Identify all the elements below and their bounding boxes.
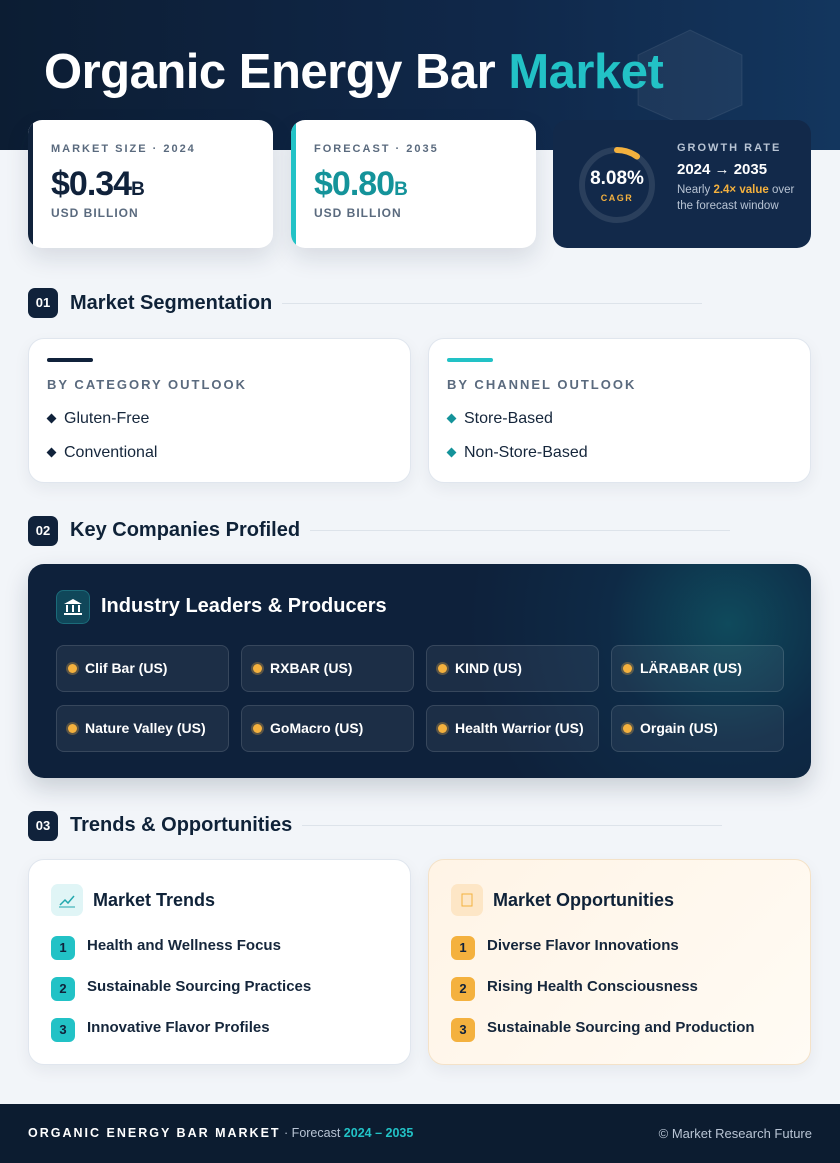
growth-note: Nearly 2.4× value over the forecast wind… (677, 182, 797, 214)
hexagon-decor (637, 29, 743, 128)
note-highlight: 2.4× value (713, 184, 769, 196)
company-chip: GoMacro (US) (241, 705, 414, 752)
section-number: 02 (28, 516, 58, 546)
segment-item: Gluten-Free (64, 410, 150, 427)
item-number: 1 (51, 936, 75, 960)
company-chip: Clif Bar (US) (56, 645, 229, 692)
note-text: Nearly (677, 184, 711, 196)
growth-card: 8.08% CAGR GROWTH RATE 2024 → 2035 Nearl… (553, 120, 811, 248)
footer-credit: © Market Research Future (658, 1126, 812, 1141)
growth-label: GROWTH RATE (677, 142, 782, 154)
opportunity-item: Rising Health Consciousness (487, 978, 698, 995)
trend-item: Innovative Flavor Profiles (87, 1019, 270, 1036)
card-title: Market Opportunities (493, 890, 675, 910)
item-number: 1 (451, 936, 475, 960)
opportunity-item: Sustainable Sourcing and Production (487, 1019, 755, 1036)
kpi-label: MARKET SIZE · 2024 (51, 143, 196, 155)
cagr-ring (579, 147, 655, 223)
kpi-unit: B (131, 179, 145, 200)
accent-bar (47, 358, 93, 362)
company-chip: Health Warrior (US) (426, 705, 599, 752)
companies-panel: Industry Leaders & Producers Clif Bar (U… (28, 564, 811, 778)
ring-value: 8.08% (590, 168, 644, 189)
footer-brand: ORGANIC ENERGY BAR MARKET (28, 1126, 281, 1140)
company-chip: KIND (US) (426, 645, 599, 692)
segment-card: BY CATEGORY OUTLOOK Gluten-Free Conventi… (28, 338, 411, 483)
footer-left: ORGANIC ENERGY BAR MARKET · Forecast 202… (28, 1126, 413, 1140)
kpi-value: $0.34B (51, 165, 145, 204)
kpi-sub: USD BILLION (51, 206, 139, 220)
kpi-value: $0.80B (314, 165, 408, 204)
item-number: 3 (451, 1018, 475, 1042)
segment-title: BY CATEGORY OUTLOOK (47, 377, 248, 392)
company-chip: LÄRABAR (US) (611, 645, 784, 692)
section-number: 03 (28, 811, 58, 841)
opportunity-item: Diverse Flavor Innovations (487, 937, 679, 954)
bullet (446, 447, 457, 458)
trend-item: Health and Wellness Focus (87, 937, 281, 954)
item-number: 2 (51, 977, 75, 1001)
divider (282, 303, 702, 304)
item-number: 2 (451, 977, 475, 1001)
footer-period: 2024 – 2035 (343, 1126, 414, 1140)
item-number: 3 (51, 1018, 75, 1042)
ring-label: CAGR (600, 193, 634, 203)
bank-icon (56, 590, 90, 624)
section-title: Key Companies Profiled (70, 519, 301, 541)
growth-period: 2024 → 2035 (677, 161, 768, 178)
segment-item: Conventional (64, 444, 158, 461)
bullet (446, 413, 457, 424)
segment-item: Store-Based (464, 410, 553, 427)
kpi-sub: USD BILLION (314, 206, 402, 220)
title-highlight: Market (508, 45, 664, 99)
title-main: Organic Energy Bar (44, 45, 496, 99)
section-title: Market Segmentation (70, 292, 273, 314)
section-title: Trends & Opportunities (70, 814, 293, 836)
kpi-card: MARKET SIZE · 2024 $0.34B USD BILLION (28, 120, 273, 248)
bulb-icon (451, 884, 483, 916)
section-number: 01 (28, 288, 58, 318)
company-chip: RXBAR (US) (241, 645, 414, 692)
footer: ORGANIC ENERGY BAR MARKET · Forecast 202… (0, 1104, 840, 1163)
footer-forecast: · Forecast (284, 1126, 341, 1140)
bullet (46, 413, 57, 424)
company-chip: Orgain (US) (611, 705, 784, 752)
segment-item: Non-Store-Based (464, 444, 588, 461)
company-chip: Nature Valley (US) (56, 705, 229, 752)
trends-card: Market Trends 1 Health and Wellness Focu… (28, 859, 411, 1065)
kpi-number: $0.34 (51, 165, 132, 203)
chart-icon (51, 884, 83, 916)
kpi-card: FORECAST · 2035 $0.80B USD BILLION (291, 120, 536, 248)
accent-bar (291, 120, 296, 248)
kpi-unit: B (394, 179, 408, 200)
segment-card: BY CHANNEL OUTLOOK Store-Based Non-Store… (428, 338, 811, 483)
segment-title: BY CHANNEL OUTLOOK (447, 377, 637, 392)
note-text: over the forecast window (677, 184, 795, 212)
divider (310, 530, 730, 531)
accent-bar (28, 120, 33, 248)
panel-title: Industry Leaders & Producers (101, 595, 387, 617)
card-title: Market Trends (93, 890, 216, 910)
trend-item: Sustainable Sourcing Practices (87, 978, 312, 995)
page-title: Organic Energy Bar Market (44, 44, 664, 100)
accent-bar (447, 358, 493, 362)
kpi-number: $0.80 (314, 165, 395, 203)
divider (302, 825, 722, 826)
opportunities-card: Market Opportunities 1 Diverse Flavor In… (428, 859, 811, 1065)
bullet (46, 447, 57, 458)
kpi-label: FORECAST · 2035 (314, 143, 439, 155)
